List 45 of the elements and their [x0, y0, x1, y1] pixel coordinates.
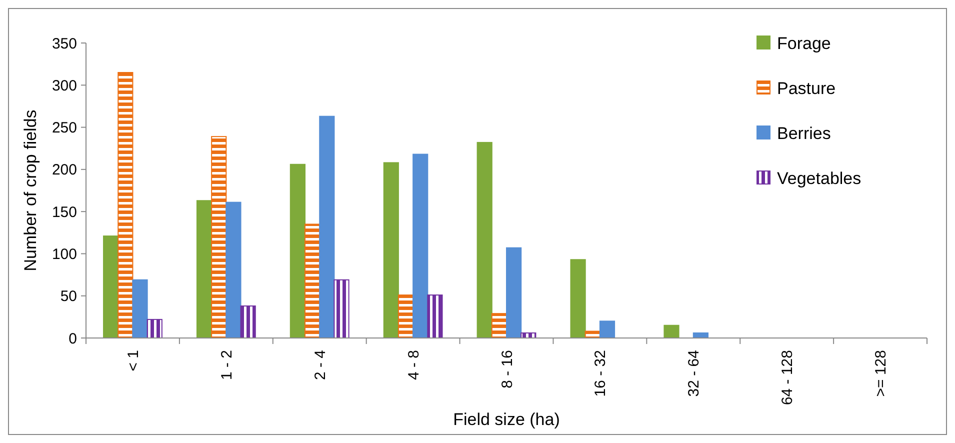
legend-label: Vegetables	[777, 168, 862, 188]
x-tick-label: 1 - 2	[218, 350, 236, 380]
x-tick-label: >= 128	[872, 350, 890, 397]
x-tick-label: 2 - 4	[312, 350, 329, 380]
bar	[412, 154, 428, 338]
legend-label: Berries	[777, 124, 831, 143]
bar	[226, 202, 242, 338]
bar	[240, 305, 256, 338]
bar	[398, 294, 414, 338]
y-tick-label: 100	[52, 246, 77, 263]
bar	[211, 136, 227, 338]
x-tick-label: 4 - 8	[405, 350, 422, 380]
bar	[319, 116, 335, 338]
bar	[427, 294, 443, 338]
x-tick-label: < 1	[124, 350, 142, 372]
bar	[196, 200, 212, 338]
bar	[491, 313, 507, 338]
y-tick-label: 200	[52, 162, 77, 179]
bar	[599, 320, 616, 338]
y-tick-label: 0	[68, 330, 77, 348]
bar	[132, 279, 148, 338]
bar	[146, 318, 162, 338]
bar	[383, 162, 399, 338]
bar	[304, 224, 320, 338]
bar	[290, 164, 306, 338]
x-tick-label: 8 - 16	[498, 350, 516, 388]
x-tick-label: 64 - 128	[779, 350, 796, 406]
y-axis-title: Number of crop fields	[21, 110, 40, 272]
y-tick-label: 50	[60, 288, 77, 306]
bar	[103, 236, 119, 338]
bar	[570, 259, 586, 338]
y-tick-label: 250	[52, 120, 77, 137]
x-axis-title: Field size (ha)	[453, 410, 560, 429]
y-tick-label: 300	[52, 77, 77, 94]
x-tick-label: 16 - 32	[592, 350, 610, 397]
bar	[334, 279, 350, 338]
legend-label: Pasture	[777, 78, 836, 98]
bar	[664, 324, 680, 338]
x-tick-label: 32 - 64	[686, 350, 703, 397]
y-tick-label: 350	[52, 35, 77, 52]
bar	[476, 142, 492, 338]
bar	[118, 72, 134, 338]
y-tick-label: 150	[52, 204, 77, 221]
bar	[506, 247, 522, 338]
legend-label: Forage	[777, 34, 831, 53]
